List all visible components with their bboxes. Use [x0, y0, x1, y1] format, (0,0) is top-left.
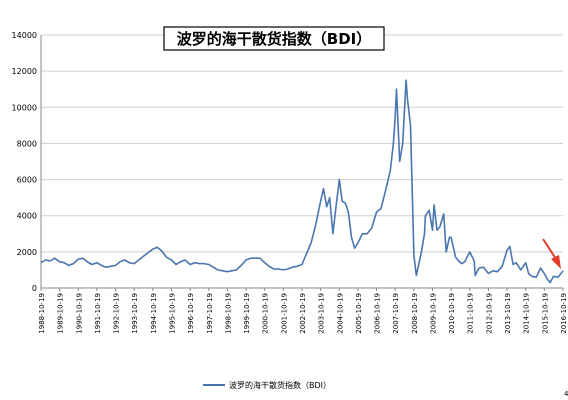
y-tick-label: 10000: [12, 103, 37, 112]
legend-label: 波罗的海干散货指数（BDI）: [229, 380, 331, 390]
x-tick-label: 1993-10-19: [131, 293, 139, 334]
y-tick-label: 2000: [17, 248, 37, 257]
y-tick-label: 12000: [12, 67, 37, 76]
x-tick-label: 2006-10-19: [374, 293, 382, 334]
y-tick-label: 6000: [17, 176, 37, 185]
x-tick-label: 2005-10-19: [355, 293, 363, 334]
y-tick-label: 8000: [17, 139, 37, 148]
annotation-arrow-head: [551, 255, 561, 269]
y-tick-label: 0: [32, 284, 37, 293]
right-edge-digit: 4: [564, 390, 568, 398]
chart-title-box: [163, 26, 385, 51]
x-tick-label: 2002-10-19: [299, 293, 307, 334]
x-tick-label: 1988-10-19: [38, 293, 46, 334]
y-tick-label: 14000: [12, 31, 37, 40]
chart-title: 波罗的海干散货指数（BDI）: [177, 30, 371, 48]
x-tick-label: 1998-10-19: [224, 293, 232, 334]
x-tick-label: 2001-10-19: [280, 293, 288, 334]
x-tick-label: 1994-10-19: [150, 293, 158, 334]
x-axis-ticks: 1988-10-19 1989-10-19 1990-10-19 1991-10-19…: [38, 288, 568, 334]
x-tick-label: 2008-10-19: [411, 293, 419, 334]
x-tick-label: 2003-10-19: [318, 293, 326, 334]
x-tick-label: 2000-10-19: [262, 293, 270, 334]
x-tick-label: 1997-10-19: [206, 293, 214, 334]
x-tick-label: 2015-10-19: [541, 293, 549, 334]
x-tick-label: 1991-10-19: [94, 293, 102, 334]
gridlines: [41, 34, 563, 253]
annotation-arrow: [542, 238, 561, 269]
y-tick-label: 4000: [17, 212, 37, 221]
x-tick-label: 2016-10-19: [560, 293, 568, 334]
x-tick-label: 1996-10-19: [187, 293, 195, 334]
x-tick-label: 2010-10-19: [448, 293, 456, 334]
legend: 波罗的海干散货指数（BDI）: [203, 380, 331, 390]
x-tick-label: 1989-10-19: [57, 293, 65, 334]
x-tick-label: 2012-10-19: [485, 293, 493, 334]
x-tick-label: 1990-10-19: [75, 293, 83, 334]
x-tick-label: 1992-10-19: [113, 293, 121, 334]
y-axis-ticks: 0 2000 4000 6000 8000 10000 12000 14000: [12, 31, 37, 293]
x-tick-label: 2009-10-19: [429, 293, 437, 334]
x-tick-label: 2007-10-19: [392, 293, 400, 334]
x-tick-label: 2011-10-19: [467, 293, 475, 334]
series-group: [40, 79, 564, 284]
x-tick-label: 2004-10-19: [336, 293, 344, 334]
x-tick-label: 2013-10-19: [504, 293, 512, 334]
x-tick-label: 1999-10-19: [243, 293, 251, 334]
x-tick-label: 2014-10-19: [523, 293, 531, 334]
annotation-arrow-shaft: [542, 238, 557, 260]
series-line: [40, 79, 564, 284]
x-tick-label: 1995-10-19: [168, 293, 176, 334]
